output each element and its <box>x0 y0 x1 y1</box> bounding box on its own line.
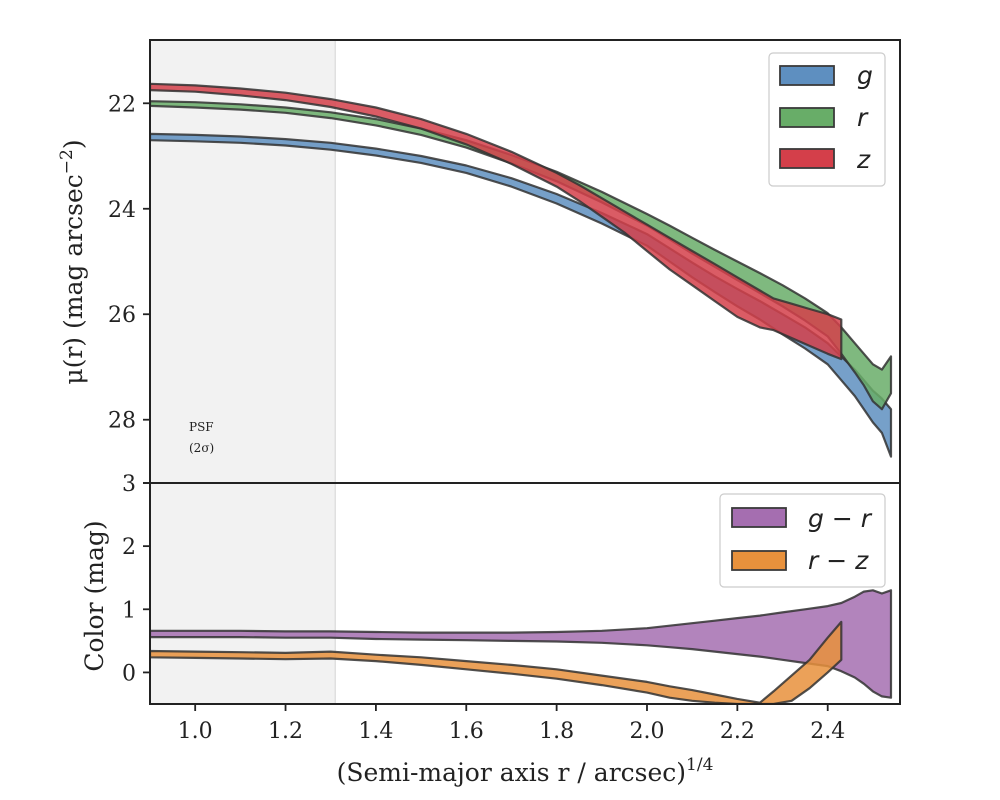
legend-label-r: r <box>857 103 869 132</box>
legend-top: g r z <box>768 52 886 187</box>
x-tick-label: 1.0 <box>178 719 213 744</box>
legend-label-g: g <box>857 61 873 90</box>
x-axis-title: (Semi-major axis r / arcsec)1/4 <box>337 755 714 787</box>
top-y-tick-label: 24 <box>108 198 136 223</box>
psf-shade-bottom <box>150 483 336 704</box>
x-tick-label: 1.4 <box>358 719 393 744</box>
legend-label-g-minus-r: g − r <box>808 504 873 533</box>
bottom-y-tick-label: 2 <box>122 535 136 560</box>
x-tick-label: 2.4 <box>810 719 845 744</box>
surface-brightness-band-z <box>150 82 843 361</box>
top-y-tick-label: 3 <box>122 472 136 497</box>
color-band-g-r <box>150 589 893 699</box>
y-axis-title-bottom: Color (mag) <box>80 520 109 671</box>
legend-swatch-r <box>779 107 835 128</box>
x-tick-label: 2.0 <box>629 719 664 744</box>
x-tick-label: 1.2 <box>268 719 303 744</box>
psf-label: PSF <box>189 420 214 434</box>
x-tick-label: 2.2 <box>720 719 755 744</box>
legend-swatch-r-minus-z <box>731 550 787 571</box>
x-tick-label: 1.6 <box>449 719 484 744</box>
legend-swatch-g <box>779 65 835 86</box>
psf-sigma-label: (2σ) <box>189 441 214 455</box>
surface-brightness-bands <box>150 82 893 458</box>
bottom-y-tick-label: 0 <box>122 661 136 686</box>
legend-label-z: z <box>856 145 871 174</box>
legend-swatch-z <box>779 148 835 169</box>
top-y-tick-label: 26 <box>108 303 136 328</box>
y-axis-title-top: μ(r) (mag arcsec−2) <box>57 139 88 384</box>
color-profile-bands <box>150 589 893 704</box>
x-ticks: 1.0 1.2 1.4 1.6 1.8 2.0 2.2 2.4 <box>178 704 845 744</box>
x-tick-label: 1.8 <box>539 719 574 744</box>
top-y-tick-label: 28 <box>108 409 136 434</box>
color-band-r-z <box>150 620 843 704</box>
legend-swatch-g-minus-r <box>731 507 787 528</box>
legend-label-r-minus-z: r − z <box>808 546 869 575</box>
top-y-tick-label: 22 <box>108 92 136 117</box>
top-y-ticks: 22 24 26 28 3 <box>108 92 150 497</box>
legend-bottom: g − r r − z <box>719 493 886 588</box>
bottom-y-ticks: 0 1 2 <box>122 482 150 686</box>
bottom-y-tick-label: 1 <box>122 598 136 623</box>
bottom-panel-frame <box>149 482 901 705</box>
